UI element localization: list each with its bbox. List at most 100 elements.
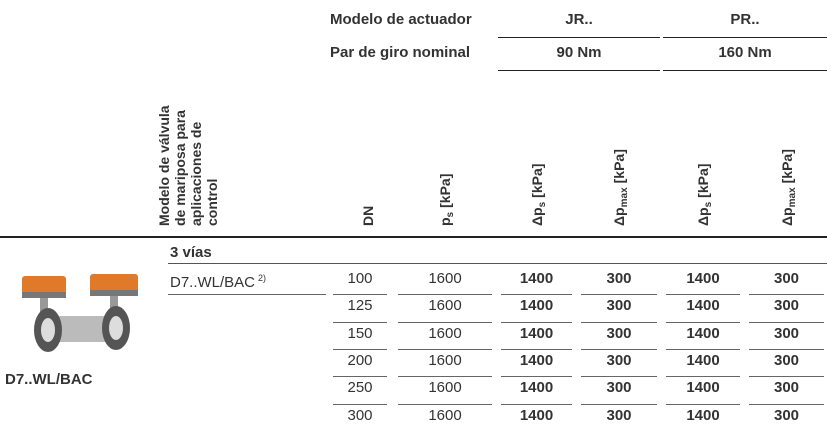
row-rule [333, 403, 387, 405]
model-text: D7..WL/BAC [170, 274, 256, 291]
actuator-model: PR.. [730, 11, 760, 28]
row-rule [749, 403, 824, 405]
header-sub: s [445, 211, 456, 218]
cell: 300 [773, 351, 800, 369]
cell: 1600 [428, 324, 462, 342]
column-header: Modelo de válvula de mariposa para aplicac… [156, 105, 220, 226]
header-unit: [kPa] [778, 149, 795, 184]
cell: 300 [773, 324, 800, 342]
column-header: Δps [kPa] [529, 164, 551, 226]
header-sub: s [536, 201, 548, 208]
cell: 1400 [519, 406, 554, 424]
valve-image [22, 274, 138, 352]
cell: 300 [606, 351, 632, 369]
actuator-label: Modelo de actuador [330, 11, 472, 28]
actuator-torque: 90 Nm [556, 44, 602, 61]
cell: 300 [606, 324, 632, 342]
cell: 1400 [686, 406, 720, 424]
row-rule [398, 376, 492, 378]
cell: 1600 [428, 379, 462, 397]
header-symbol: Δp [611, 207, 627, 226]
row-rule [581, 348, 657, 350]
cell: 125 [347, 297, 373, 315]
cell: 1400 [686, 379, 720, 397]
torque-label: Par de giro nominal [330, 44, 471, 61]
cell: 300 [347, 406, 373, 424]
cell: 1400 [519, 270, 554, 287]
row-rule [749, 348, 824, 350]
cell: 1400 [519, 324, 554, 342]
footnote: 2) [258, 273, 267, 283]
span-rule [498, 70, 660, 71]
row-rule [501, 403, 572, 405]
row-rule [333, 376, 387, 378]
cell: 300 [606, 379, 632, 397]
header-line: Modelo de válvula [156, 105, 172, 226]
cell: 300 [773, 379, 800, 397]
cell: 1400 [519, 297, 554, 315]
cell: 100 [347, 270, 373, 287]
cell: 1600 [428, 406, 462, 424]
cell: 300 [773, 297, 800, 315]
cell: 1400 [686, 270, 720, 287]
image-label: D7..WL/BAC [5, 371, 93, 388]
row-rule [581, 294, 657, 296]
row-rule [333, 294, 387, 296]
header-rule [0, 236, 827, 238]
section-rule [168, 263, 827, 264]
row-rule [333, 348, 387, 350]
cell: 200 [347, 351, 373, 369]
span-rule [498, 37, 660, 38]
header-symbol: Δp [695, 207, 711, 226]
header-sub: max [619, 187, 630, 208]
column-header: DN [360, 206, 376, 226]
row-rule [501, 321, 572, 323]
cell: 1400 [686, 297, 720, 315]
header-unit: [kPa] [528, 163, 545, 198]
header-text: DN [360, 205, 376, 226]
cell: 1400 [519, 351, 554, 369]
row-rule [581, 376, 657, 378]
span-rule [663, 37, 827, 38]
row-rule [666, 403, 740, 405]
row-rule [749, 294, 824, 296]
header-unit: [kPa] [695, 163, 711, 198]
header-symbol: Δp [778, 207, 795, 226]
column-header: Δps [kPa] [695, 164, 717, 226]
section-title: 3 vías [170, 244, 212, 261]
column-header: Δpmax [kPa] [779, 149, 801, 226]
row-rule [749, 321, 824, 323]
row-rule [398, 321, 492, 323]
header-sub: max [786, 187, 798, 208]
header-symbol: p [437, 217, 453, 226]
span-rule [663, 70, 827, 71]
cell: 1400 [686, 324, 720, 342]
row-rule [581, 321, 657, 323]
cell: 250 [347, 379, 373, 397]
row-rule [666, 294, 740, 296]
column-header: ps [kPa] [437, 174, 459, 226]
row-rule [749, 376, 824, 378]
cell: 1600 [428, 297, 462, 315]
row-rule [581, 403, 657, 405]
actuator-model: JR.. [565, 11, 593, 28]
row-rule [666, 348, 740, 350]
row-rule [501, 348, 572, 350]
row-rule [666, 376, 740, 378]
valve-model: D7..WL/BAC 2) [170, 269, 266, 292]
row-rule [398, 348, 492, 350]
cell: 1400 [686, 351, 720, 369]
cell: 300 [773, 406, 800, 424]
header-unit: [kPa] [611, 149, 627, 184]
actuator-torque: 160 Nm [718, 44, 772, 61]
cell: 300 [606, 270, 632, 287]
header-sub: s [703, 201, 714, 208]
header-unit: [kPa] [437, 173, 453, 208]
cell: 300 [606, 406, 632, 424]
column-header: Δpmax [kPa] [611, 149, 633, 226]
row-rule [398, 403, 492, 405]
row-rule [398, 294, 492, 296]
header-line: de mariposa para [172, 110, 188, 226]
row-rule [666, 321, 740, 323]
